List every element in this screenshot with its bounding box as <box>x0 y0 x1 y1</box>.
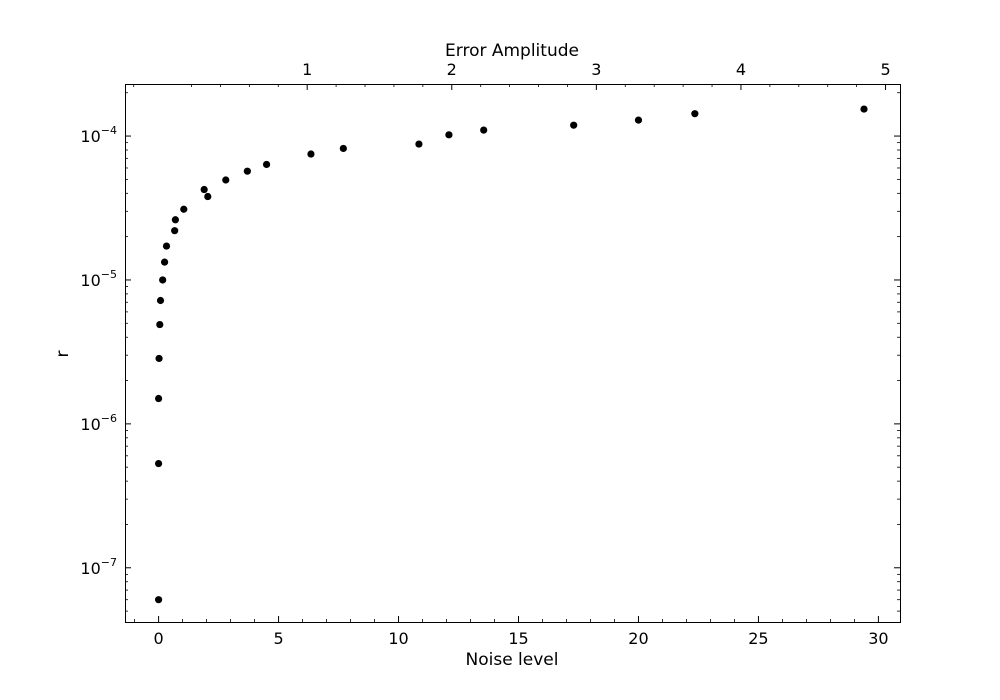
x2-axis-title: Error Amplitude <box>445 41 579 61</box>
data-point <box>156 296 165 305</box>
data-point <box>307 150 315 158</box>
data-point <box>200 185 208 194</box>
data-point <box>204 192 212 201</box>
data-point <box>634 116 643 124</box>
y-tick-label: 10−4 <box>80 124 117 146</box>
x-tick-label: 20 <box>628 629 648 648</box>
x-tick-label: 5 <box>273 629 283 648</box>
y-axis-title: r <box>53 351 73 358</box>
major-ticks <box>125 84 900 622</box>
x-tick-label: 0 <box>153 629 163 648</box>
data-point <box>691 110 699 118</box>
x2-tick-labels: 1 2 3 4 5 <box>302 60 891 79</box>
data-point <box>415 140 423 148</box>
x-tick-label: 15 <box>508 629 528 648</box>
data-point <box>243 167 251 175</box>
data-point <box>570 121 578 129</box>
x-tick-labels: 0 5 10 15 20 25 30 <box>153 629 888 648</box>
data-point <box>154 596 163 604</box>
data-points <box>154 105 868 604</box>
x-tick-label: 25 <box>748 629 768 648</box>
y-tick-labels: 10−710−610−510−4 <box>80 124 117 578</box>
x2-tick-label: 1 <box>302 60 312 79</box>
data-point <box>159 276 167 284</box>
data-point <box>445 131 453 139</box>
data-point <box>162 242 171 250</box>
y-tick-label: 10−7 <box>80 556 117 578</box>
y-tick-exponent: −6 <box>101 412 117 425</box>
data-point <box>160 258 169 266</box>
y-tick-exponent: −5 <box>101 268 117 281</box>
y-tick-base: 10 <box>80 415 100 434</box>
data-point <box>155 354 163 363</box>
y-tick-exponent: −7 <box>101 556 117 569</box>
y-tick-base: 10 <box>80 127 100 146</box>
data-point <box>171 227 179 235</box>
x2-tick-label: 3 <box>591 60 601 79</box>
plot-frame <box>125 84 901 623</box>
x2-tick-label: 2 <box>447 60 457 79</box>
x2-tick-label: 5 <box>880 60 890 79</box>
data-point <box>154 459 163 468</box>
x-tick-label: 10 <box>388 629 408 648</box>
data-point <box>156 320 164 329</box>
minor-ticks <box>125 84 900 622</box>
y-tick-base: 10 <box>80 559 100 578</box>
data-point <box>180 205 188 213</box>
y-tick-label: 10−5 <box>80 268 117 290</box>
x2-tick-label: 4 <box>736 60 746 79</box>
data-point <box>480 126 488 134</box>
data-point <box>860 105 868 113</box>
x-axis-title: Noise level <box>466 650 559 670</box>
y-tick-base: 10 <box>80 271 100 290</box>
x-tick-label: 30 <box>868 629 888 648</box>
data-point <box>222 176 230 184</box>
y-tick-label: 10−6 <box>80 412 117 434</box>
y-tick-exponent: −4 <box>101 124 117 137</box>
data-point <box>154 394 163 403</box>
data-point <box>339 144 347 153</box>
data-point <box>171 216 179 224</box>
data-point <box>262 160 271 169</box>
